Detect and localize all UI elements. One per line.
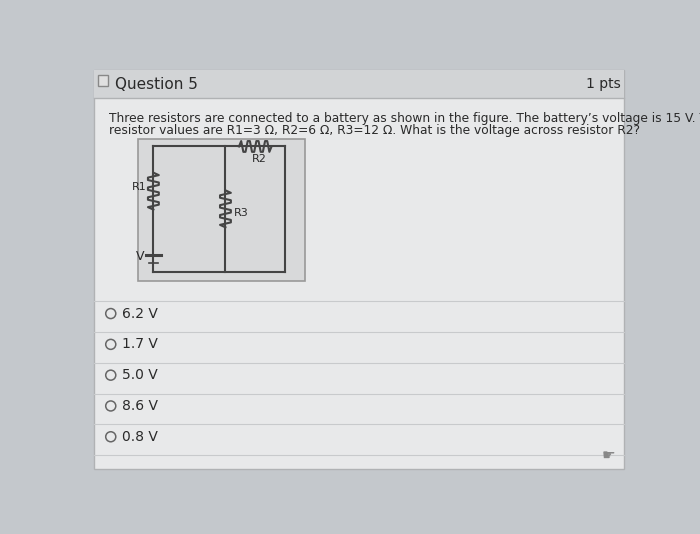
Text: R2: R2	[252, 154, 267, 164]
Text: 5.0 V: 5.0 V	[122, 368, 158, 382]
Text: V: V	[136, 250, 144, 263]
Bar	[97, 75, 108, 85]
Bar	[138, 139, 304, 281]
Bar	[94, 70, 624, 98]
Text: Three resistors are connected to a battery as shown in the figure. The battery’s: Three resistors are connected to a batte…	[109, 112, 700, 125]
Text: Question 5: Question 5	[115, 76, 197, 92]
Text: 1 pts: 1 pts	[586, 77, 621, 91]
Text: 1.7 V: 1.7 V	[122, 337, 158, 351]
Text: 6.2 V: 6.2 V	[122, 307, 158, 320]
Text: R3: R3	[234, 208, 248, 218]
Text: ☛: ☛	[601, 448, 615, 463]
Text: 8.6 V: 8.6 V	[122, 399, 158, 413]
FancyBboxPatch shape	[94, 70, 624, 469]
Text: resistor values are R1=3 Ω, R2=6 Ω, R3=12 Ω. What is the voltage across resistor: resistor values are R1=3 Ω, R2=6 Ω, R3=1…	[109, 124, 640, 137]
Text: R1: R1	[132, 182, 147, 192]
Text: 0.8 V: 0.8 V	[122, 430, 158, 444]
